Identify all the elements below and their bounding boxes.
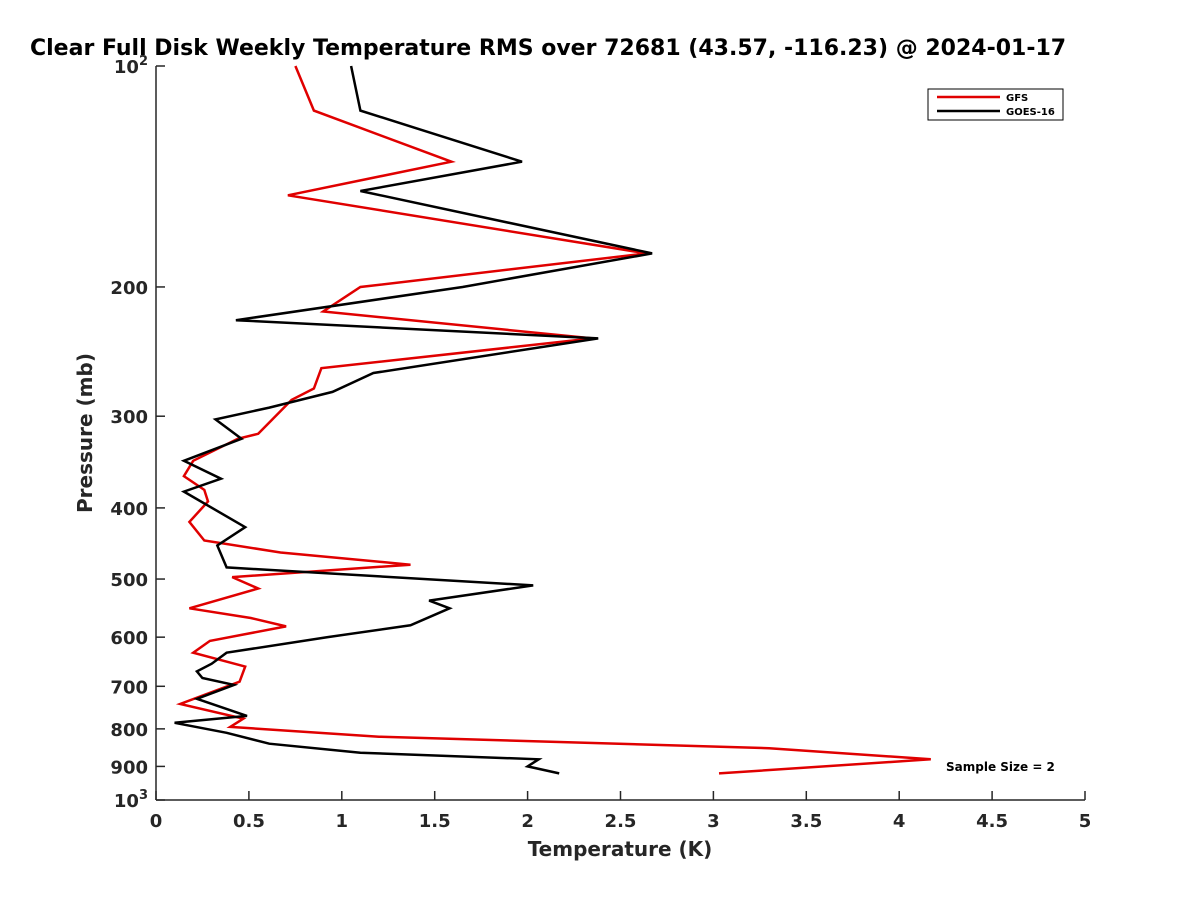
series-line-gfs bbox=[175, 65, 931, 775]
y-tick-label-exponent: 3 bbox=[139, 788, 148, 803]
y-tick-label: 800 bbox=[110, 720, 148, 741]
y-tick-label-base: 300 bbox=[110, 407, 148, 428]
series-line-goes-16 bbox=[174, 65, 653, 775]
y-tick-label-base: 900 bbox=[110, 757, 148, 778]
y-tick-label-base: 800 bbox=[110, 720, 148, 741]
x-tick-label: 1.5 bbox=[419, 811, 451, 832]
sample-size-annotation: Sample Size = 2 bbox=[946, 760, 1055, 774]
y-tick-label-base: 500 bbox=[110, 570, 148, 591]
x-tick-label: 2 bbox=[521, 811, 534, 832]
y-tick-label-base: 200 bbox=[110, 278, 148, 299]
y-tick-label-base: 400 bbox=[110, 499, 148, 520]
y-tick-label: 102 bbox=[114, 54, 148, 78]
series-layer bbox=[174, 65, 931, 775]
legend-label: GFS bbox=[1006, 93, 1028, 104]
y-tick-label-base: 10 bbox=[114, 791, 139, 812]
x-tick-label: 3 bbox=[707, 811, 720, 832]
y-tick-label: 103 bbox=[114, 788, 148, 812]
y-tick-label-base: 10 bbox=[114, 57, 139, 78]
y-tick-label: 400 bbox=[110, 499, 148, 520]
x-tick-label: 0 bbox=[150, 811, 163, 832]
x-tick-label: 4 bbox=[893, 811, 906, 832]
y-tick-label-base: 600 bbox=[110, 628, 148, 649]
y-tick-label-exponent: 2 bbox=[139, 54, 148, 69]
chart-title: Clear Full Disk Weekly Temperature RMS o… bbox=[30, 36, 1066, 61]
x-tick-label: 2.5 bbox=[605, 811, 637, 832]
legend-box bbox=[927, 88, 1064, 121]
y-tick-label: 700 bbox=[110, 677, 148, 698]
x-tick-label: 5 bbox=[1079, 811, 1092, 832]
y-axis-label: Pressure (mb) bbox=[73, 353, 97, 513]
y-tick-label-base: 700 bbox=[110, 677, 148, 698]
legend-label: GOES-16 bbox=[1006, 107, 1055, 118]
x-ticks: 0 0.5 1 1.5 2 2.5 3 3.5 4 4.5 5 bbox=[150, 791, 1092, 832]
y-tick-label: 600 bbox=[110, 628, 148, 649]
x-axis-label: Temperature (K) bbox=[528, 837, 713, 861]
y-tick-label: 900 bbox=[110, 757, 148, 778]
x-tick-label: 1 bbox=[336, 811, 349, 832]
y-tick-label: 300 bbox=[110, 407, 148, 428]
plot-area bbox=[156, 66, 1085, 800]
y-tick-label: 500 bbox=[110, 570, 148, 591]
legend: GFS GOES-16 bbox=[927, 88, 1064, 121]
x-tick-label: 3.5 bbox=[790, 811, 822, 832]
x-tick-label: 0.5 bbox=[233, 811, 265, 832]
x-tick-label: 4.5 bbox=[976, 811, 1008, 832]
y-tick-label: 200 bbox=[110, 278, 148, 299]
